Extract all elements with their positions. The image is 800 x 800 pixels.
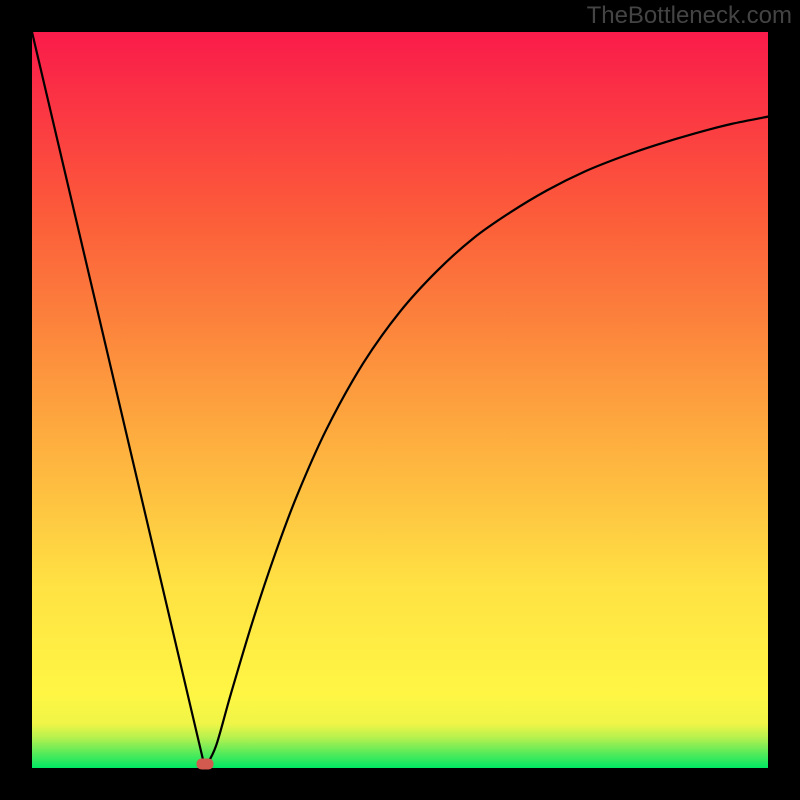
minimum-marker bbox=[196, 759, 213, 770]
chart-frame: TheBottleneck.com bbox=[0, 0, 800, 800]
bottleneck-curve bbox=[32, 32, 768, 768]
curve-path bbox=[32, 32, 768, 768]
watermark-text: TheBottleneck.com bbox=[587, 2, 792, 30]
plot-area bbox=[32, 32, 768, 768]
